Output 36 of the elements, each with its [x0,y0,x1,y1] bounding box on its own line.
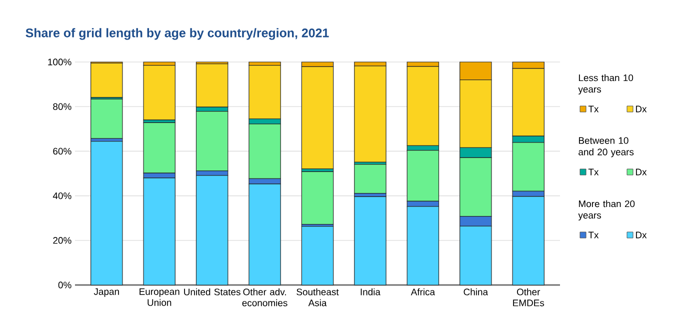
bar [248,65,281,120]
legend-label: Tx [588,106,599,112]
legend-label: Dx [636,168,647,176]
x-tick-label: Southeast Asia [296,288,339,306]
legend-label: Dx [636,232,647,238]
bar [354,66,386,162]
bar [196,110,228,172]
y-tick-label: 60% [53,148,72,155]
x-tick-label: Other adv. economies [242,288,288,306]
bar [301,171,334,225]
bar [354,196,386,286]
bar [354,164,386,194]
y-tick-label: 40% [52,192,72,200]
y-tick-label: 0% [58,282,72,288]
x-tick-label: India [360,288,380,296]
bar [301,226,334,286]
legend-label: Tx [588,232,599,238]
legend-label: Tx [588,168,599,176]
y-tick-label: 20% [53,237,72,244]
x-tick-label: Japan [94,288,119,297]
text: Between 10 and 20 years [578,137,634,158]
x-tick-label: China [464,288,488,296]
text: Less than 10 years [578,74,634,94]
legend-label: Dx [636,106,647,112]
x-tick-label: Other EMDEs [513,288,544,306]
x-tick-label: Africa [410,288,436,296]
bar [90,141,123,286]
bar [143,65,176,120]
text: More than 20 years [578,200,635,220]
chart-title: Share of grid length by age by country/region, 2021 [26,28,329,40]
x-tick-label: United States [184,288,240,296]
bar [143,122,176,174]
x-tick-label: European Union [140,288,180,306]
y-tick-label: 100% [48,58,72,66]
y-tick-label: 80% [53,103,72,110]
bar [196,63,228,108]
